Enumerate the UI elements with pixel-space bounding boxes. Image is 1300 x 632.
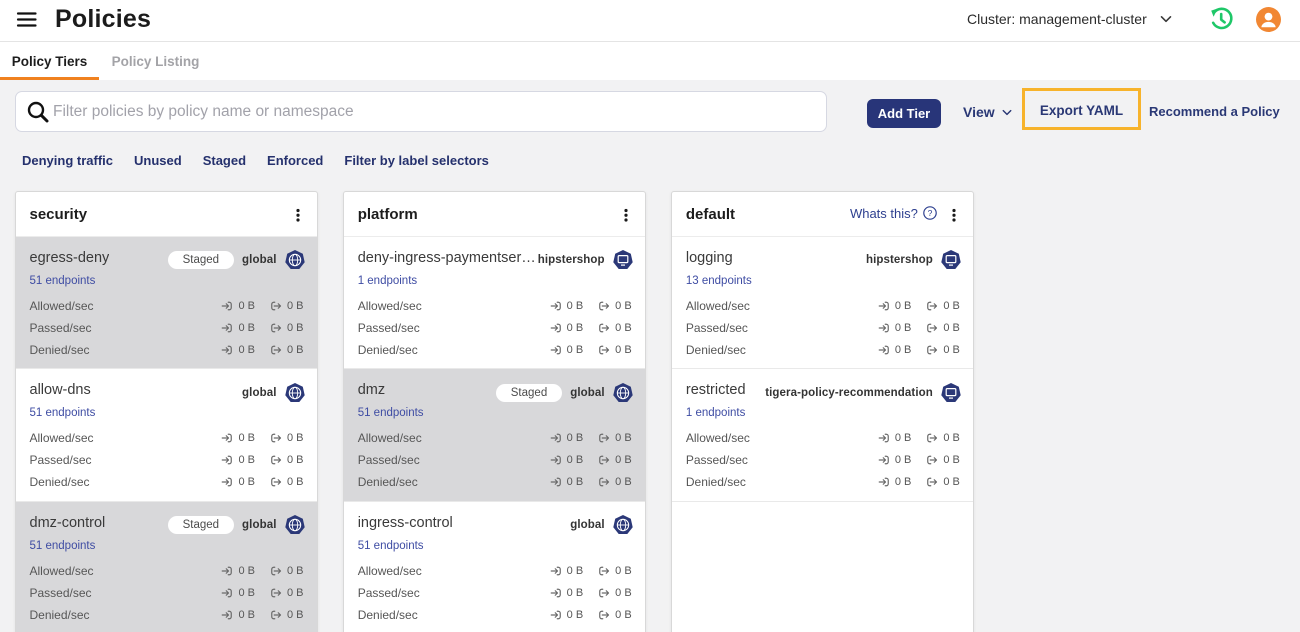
svg-text:?: ? <box>928 208 933 218</box>
